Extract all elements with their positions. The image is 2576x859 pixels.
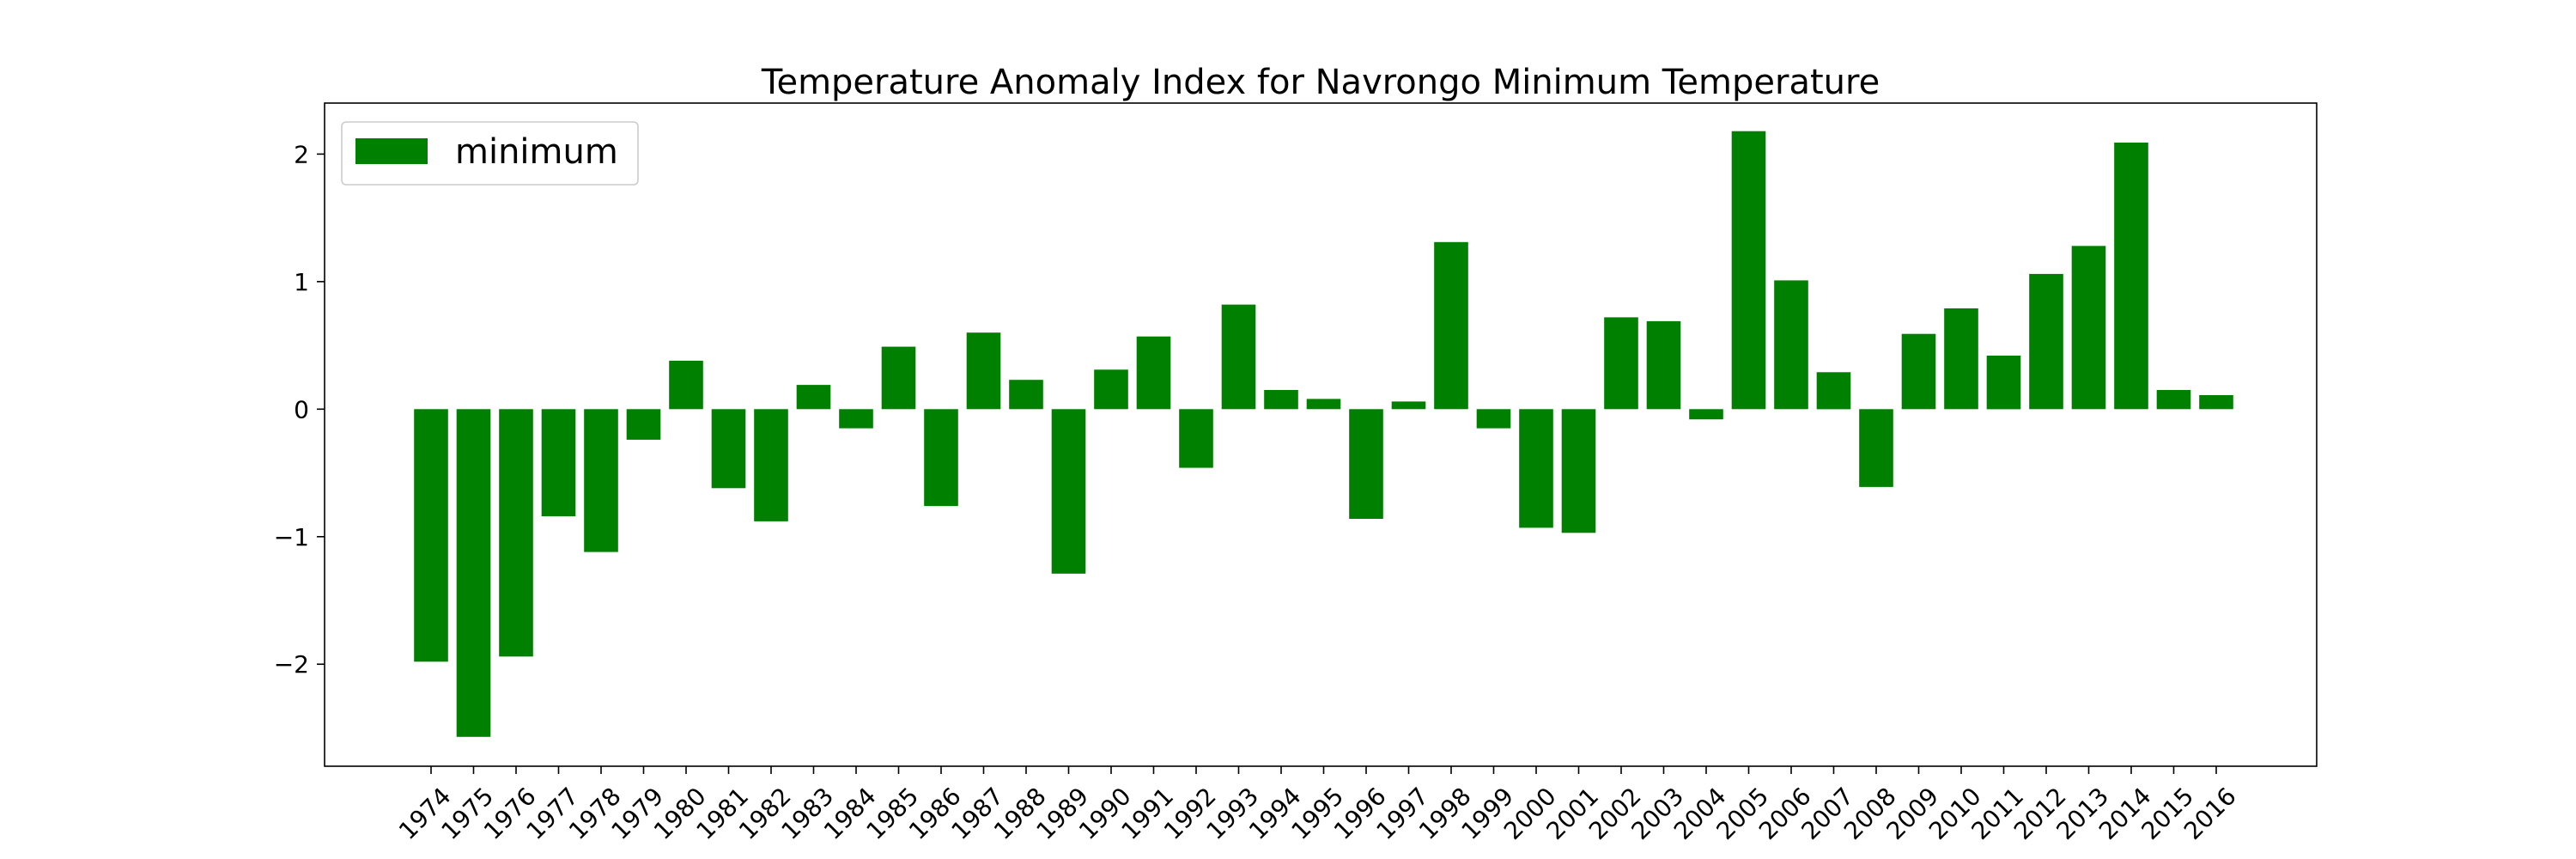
bar-2006 <box>1774 280 1808 410</box>
bar-1988 <box>1009 380 1043 410</box>
bar-1993 <box>1221 304 1256 410</box>
bar-2001 <box>1561 409 1596 533</box>
bar-1985 <box>881 346 916 410</box>
bar-1974 <box>414 409 448 662</box>
bar-2010 <box>1944 308 1978 410</box>
bar-1979 <box>626 409 661 440</box>
y-tick-label-1: 1 <box>294 268 309 296</box>
legend-swatch <box>355 138 428 164</box>
bar-2013 <box>2071 246 2106 410</box>
bar-1991 <box>1136 336 1171 410</box>
bar-1987 <box>966 332 1001 410</box>
bar-1992 <box>1179 409 1213 468</box>
x-axis: 1974197519761977197819791980198119821983… <box>393 766 2242 845</box>
bar-1989 <box>1051 409 1086 574</box>
bar-1975 <box>456 409 491 737</box>
bar-1984 <box>839 409 873 429</box>
y-tick-label-0: 0 <box>294 395 309 423</box>
bar-1998 <box>1434 241 1468 410</box>
bar-2007 <box>1816 372 1851 410</box>
bar-1999 <box>1476 409 1511 429</box>
bar-2014 <box>2114 143 2148 410</box>
bar-1995 <box>1306 399 1341 410</box>
bar-1981 <box>711 409 746 489</box>
bar-1982 <box>754 409 788 521</box>
bar-1986 <box>924 409 958 507</box>
chart-title: Temperature Anomaly Index for Navrongo M… <box>761 63 1880 102</box>
y-tick-label-2: 2 <box>294 140 309 168</box>
bar-2000 <box>1519 409 1553 528</box>
bar-2002 <box>1604 317 1638 410</box>
bar-2015 <box>2156 390 2191 410</box>
bar-1996 <box>1349 409 1383 519</box>
legend: minimum <box>341 121 639 186</box>
bar-2012 <box>2029 273 2063 410</box>
bar-1990 <box>1094 369 1128 410</box>
bar-1977 <box>541 409 576 516</box>
bar-2003 <box>1646 320 1681 410</box>
bar-1978 <box>584 409 618 552</box>
bar-1994 <box>1264 390 1298 410</box>
bar-2016 <box>2199 395 2233 410</box>
legend-label: minimum <box>455 132 618 172</box>
bar-2009 <box>1901 333 1936 410</box>
y-tick-label--2: −2 <box>274 650 309 679</box>
bar-2004 <box>1689 409 1723 420</box>
y-axis: 2 1 0 −1 −2 <box>274 140 325 679</box>
plot-area <box>324 102 2318 767</box>
bar-1997 <box>1391 401 1426 410</box>
legend-box <box>341 121 639 186</box>
bar-2005 <box>1731 131 1766 410</box>
y-tick-label--1: −1 <box>274 523 309 551</box>
bar-2008 <box>1859 409 1893 487</box>
bar-1976 <box>499 409 533 657</box>
bar-1980 <box>669 360 703 410</box>
bar-1983 <box>796 385 831 410</box>
bars-group <box>414 131 2233 737</box>
bar-2011 <box>1986 356 2021 410</box>
